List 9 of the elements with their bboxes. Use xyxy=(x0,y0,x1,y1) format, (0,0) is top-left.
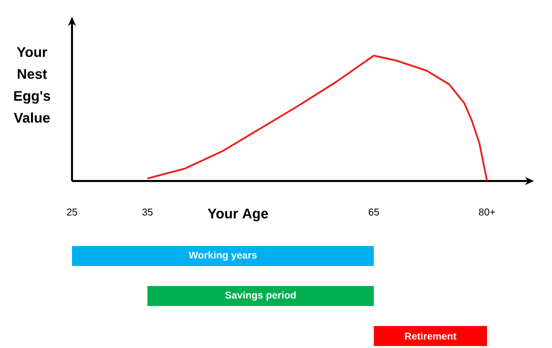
x-tick-label: 80+ xyxy=(478,208,495,216)
y-tick-label: Savings period xyxy=(225,291,296,301)
x-tick-label: 25 xyxy=(66,208,78,216)
y-tick-label: Retirement xyxy=(405,332,456,340)
y-tick-label: Working years xyxy=(188,251,257,261)
x-tick-label: 35 xyxy=(142,208,153,216)
x-axis-title: Your Age xyxy=(208,208,268,222)
y-axis-title: Your Nest Egg's Value xyxy=(14,47,50,123)
x-tick-label: 65 xyxy=(368,208,379,216)
